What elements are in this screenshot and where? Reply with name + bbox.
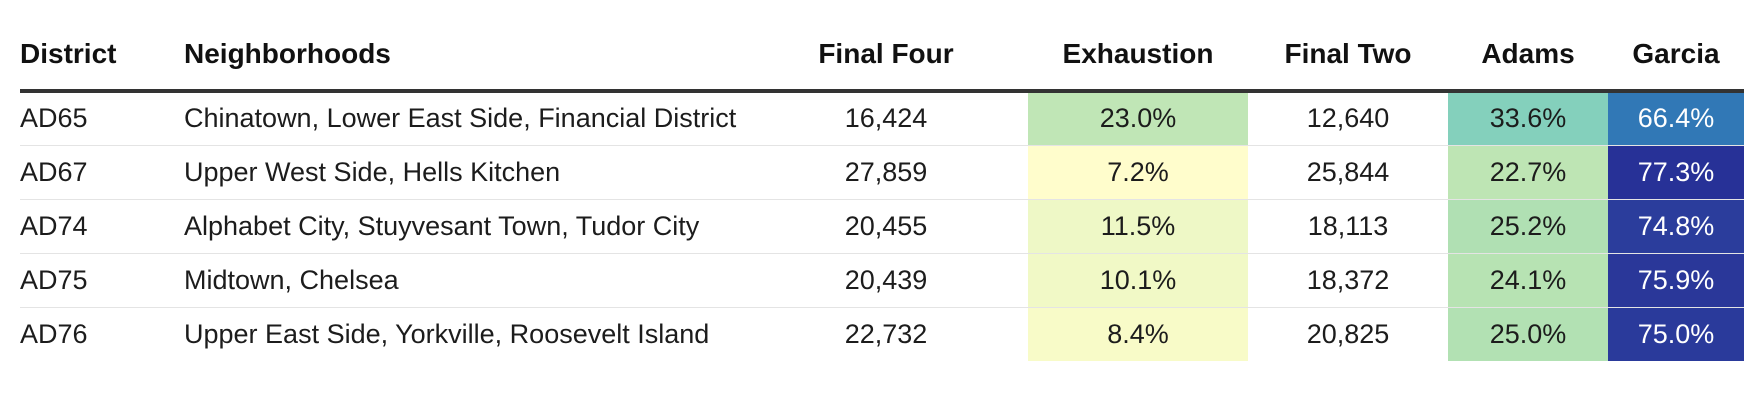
exhaustion-cell: 10.1% [1028, 253, 1248, 308]
exhaustion-cell: 11.5% [1028, 199, 1248, 254]
final-four-cell: 20,455 [744, 199, 1028, 254]
district-cell: AD74 [20, 199, 184, 254]
neighborhoods-cell: Midtown, Chelsea [184, 253, 744, 308]
column-header-final-four: Final Four [744, 0, 1028, 93]
adams-cell: 24.1% [1448, 253, 1608, 308]
column-header-garcia: Garcia [1608, 0, 1744, 93]
column-header-adams: Adams [1448, 0, 1608, 93]
final-two-cell: 20,825 [1306, 318, 1390, 349]
garcia-cell: 77.3% [1608, 145, 1744, 200]
final-four-cell: 16,424 [744, 91, 1028, 146]
adams-cell: 25.2% [1448, 199, 1608, 254]
final-two-cell: 18,113 [1248, 199, 1448, 254]
table-row: AD65 Chinatown, Lower East Side, Financi… [20, 91, 1744, 146]
table-body: AD65 Chinatown, Lower East Side, Financi… [20, 91, 1744, 361]
neighborhoods-cell: Alphabet City, Stuyvesant Town, Tudor Ci… [184, 199, 744, 254]
exhaustion-cell: 7.2% [1028, 145, 1248, 200]
table-row: AD74 Alphabet City, Stuyvesant Town, Tud… [20, 199, 1744, 254]
final-four-cell: 20,439 [744, 253, 1028, 308]
adams-cell: 25.0% [1448, 307, 1608, 361]
district-cell: AD67 [20, 145, 184, 200]
final-four-cell: 22,732 [844, 318, 928, 349]
final-two-cell: 12,640 [1248, 91, 1448, 146]
table-header: District Neighborhoods Final Four Exhaus… [20, 0, 1744, 93]
column-header-neighborhoods: Neighborhoods [184, 0, 744, 93]
garcia-cell: 66.4% [1608, 91, 1744, 146]
neighborhoods-cell: Upper East Side, Yorkville, Roosevelt Is… [184, 318, 710, 349]
final-four-cell: 27,859 [744, 145, 1028, 200]
table-row: AD75 Midtown, Chelsea 20,439 10.1% 18,37… [20, 253, 1744, 308]
adams-cell: 33.6% [1448, 91, 1608, 146]
garcia-cell: 74.8% [1608, 199, 1744, 254]
header-row: District Neighborhoods Final Four Exhaus… [20, 0, 1744, 93]
final-two-cell: 25,844 [1248, 145, 1448, 200]
garcia-cell: 75.9% [1608, 253, 1744, 308]
final-two-cell: 18,372 [1248, 253, 1448, 308]
column-header-exhaustion: Exhaustion [1028, 0, 1248, 93]
district-cell: AD75 [20, 253, 184, 308]
district-cell: AD65 [20, 91, 184, 146]
table-row: AD67 Upper West Side, Hells Kitchen 27,8… [20, 145, 1744, 200]
column-header-final-two: Final Two [1248, 0, 1448, 93]
results-table-container: District Neighborhoods Final Four Exhaus… [20, 0, 1744, 361]
neighborhoods-cell: Chinatown, Lower East Side, Financial Di… [184, 91, 744, 146]
exhaustion-cell: 23.0% [1028, 91, 1248, 146]
exhaustion-cell: 8.4% [1028, 307, 1248, 361]
garcia-cell: 75.0% [1608, 307, 1744, 361]
column-header-district: District [20, 0, 184, 93]
results-table: District Neighborhoods Final Four Exhaus… [20, 0, 1744, 361]
district-cell: AD76 [20, 318, 88, 349]
neighborhoods-cell: Upper West Side, Hells Kitchen [184, 145, 744, 200]
adams-cell: 22.7% [1448, 145, 1608, 200]
table-row: AD76 Upper East Side, Yorkville, Rooseve… [20, 307, 1744, 361]
